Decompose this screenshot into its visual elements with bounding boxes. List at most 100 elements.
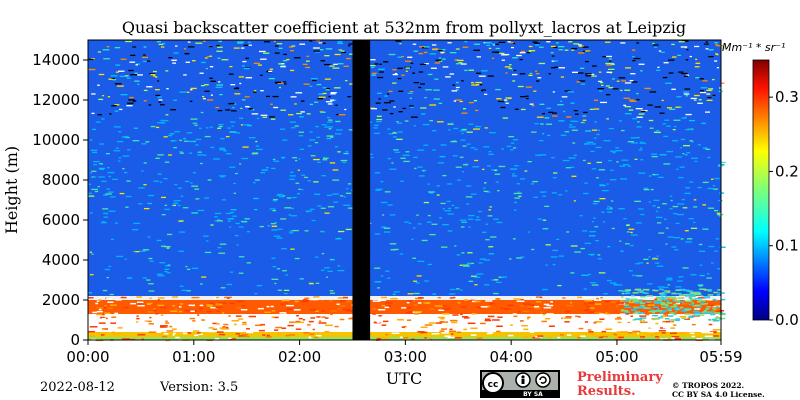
heatmap-cell: [98, 73, 105, 76]
heatmap-cell: [143, 207, 150, 210]
heatmap-cell: [185, 180, 190, 183]
heatmap-cell: [655, 336, 659, 338]
heatmap-cell: [129, 96, 134, 99]
heatmap-cell: [195, 144, 199, 146]
heatmap-cell: [115, 147, 119, 149]
heatmap-cell: [191, 305, 195, 308]
heatmap-cell: [338, 230, 345, 233]
heatmap-cell: [571, 129, 578, 131]
heatmap-cell: [675, 106, 680, 108]
heatmap-cell: [397, 56, 403, 58]
heatmap-cell: [467, 322, 476, 325]
heatmap-cell: [531, 297, 535, 299]
heatmap-cell: [714, 250, 718, 252]
heatmap-cell: [436, 185, 440, 187]
heatmap-cell: [503, 53, 510, 56]
heatmap-cell: [654, 302, 661, 305]
colorbar-tick-label: 0.1: [775, 237, 799, 255]
heatmap-cell: [203, 40, 206, 43]
heatmap-cell: [104, 312, 111, 314]
heatmap-cell: [269, 68, 274, 70]
heatmap-cell: [285, 334, 290, 337]
heatmap-cell: [330, 92, 337, 94]
heatmap-cell: [409, 105, 414, 107]
heatmap-cell: [185, 265, 188, 268]
heatmap-cell: [262, 334, 266, 336]
heatmap-cell: [173, 99, 177, 101]
heatmap-cell: [204, 90, 210, 92]
heatmap-cell: [606, 55, 612, 58]
heatmap-cell: [218, 40, 223, 43]
heatmap-cell: [535, 70, 538, 72]
heatmap-cell: [314, 336, 319, 339]
heatmap-cell: [322, 92, 327, 95]
heatmap-cell: [620, 42, 626, 44]
heatmap-cell: [448, 129, 451, 131]
heatmap-cell: [179, 303, 184, 305]
heatmap-cell: [143, 100, 147, 102]
heatmap-cell: [513, 192, 520, 195]
heatmap-cell: [471, 82, 475, 84]
heatmap-cell: [572, 142, 576, 144]
heatmap-cell: [88, 68, 96, 71]
heatmap-cell: [525, 95, 529, 97]
heatmap-cell: [317, 193, 321, 196]
heatmap-cell: [680, 46, 688, 48]
heatmap-cell: [629, 79, 634, 82]
heatmap-cell: [221, 199, 226, 201]
heatmap-cell: [527, 231, 530, 233]
heatmap-cell: [419, 46, 425, 48]
heatmap-cell: [290, 171, 294, 174]
heatmap-cell: [140, 321, 148, 323]
heatmap-cell: [259, 225, 264, 228]
heatmap-cell: [427, 263, 432, 266]
heatmap-cell: [658, 232, 665, 234]
heatmap-cell: [577, 72, 584, 74]
heatmap-cell: [519, 58, 523, 61]
heatmap-cell: [404, 307, 412, 309]
heatmap-cell: [596, 297, 599, 300]
heatmap-cell: [265, 95, 270, 98]
heatmap-cell: [529, 331, 534, 333]
heatmap-cell: [413, 304, 418, 306]
heatmap-cell: [348, 43, 354, 45]
heatmap-cell: [432, 48, 439, 50]
heatmap-cell: [566, 116, 572, 118]
heatmap-cell: [147, 202, 152, 205]
heatmap-cell: [292, 229, 299, 232]
heatmap-cell: [245, 77, 253, 79]
no-data-gap: [352, 40, 371, 340]
heatmap-cell: [219, 243, 227, 245]
heatmap-cell: [287, 324, 294, 327]
heatmap-cell: [336, 303, 340, 305]
heatmap-cell: [178, 310, 183, 313]
heatmap-cell: [668, 296, 676, 299]
heatmap-cell: [107, 191, 114, 193]
heatmap-cell: [447, 42, 452, 44]
heatmap-cell: [216, 220, 223, 222]
heatmap-cell: [200, 111, 204, 114]
heatmap-cell: [671, 43, 675, 46]
heatmap-cell: [203, 235, 209, 237]
heatmap-cell: [643, 187, 649, 189]
heatmap-cell: [621, 80, 627, 82]
heatmap-cell: [588, 311, 596, 313]
heatmap-cell: [473, 49, 480, 51]
heatmap-cell: [457, 301, 461, 304]
heatmap-cell: [187, 41, 191, 43]
heatmap-cell: [566, 334, 572, 336]
heatmap-cell: [391, 332, 400, 335]
heatmap-cell: [662, 76, 668, 79]
heatmap-cell: [621, 296, 624, 298]
heatmap-cell: [655, 210, 658, 213]
heatmap-cell: [669, 208, 673, 210]
heatmap-cell: [348, 317, 356, 320]
heatmap-cell: [417, 260, 425, 263]
heatmap-cell: [585, 130, 590, 132]
heatmap-cell: [459, 264, 463, 266]
heatmap-cell: [371, 308, 378, 310]
heatmap-cell: [422, 322, 426, 324]
heatmap-cell: [541, 320, 547, 323]
heatmap-cell: [385, 302, 393, 304]
heatmap-cell: [635, 298, 638, 301]
